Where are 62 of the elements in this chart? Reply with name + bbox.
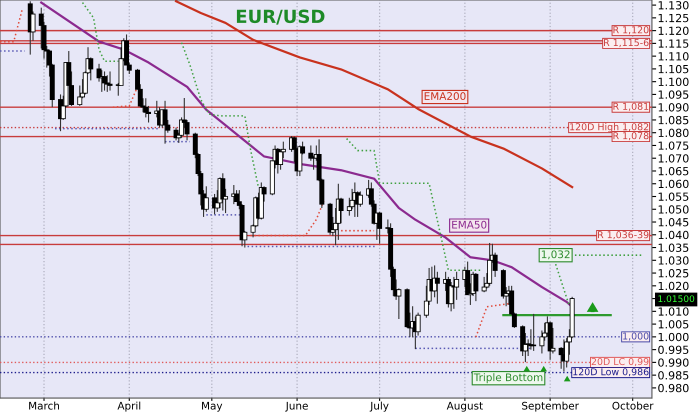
candlestick xyxy=(162,100,168,144)
y-tick-label: 1.005 xyxy=(658,320,688,328)
y-tick-label: 1.020 xyxy=(658,282,689,290)
y-tick-label: 0.985 xyxy=(658,371,688,380)
candlestick xyxy=(482,276,487,293)
y-tick-label: 1.060 xyxy=(658,180,689,188)
y-tick-label: 1.070 xyxy=(658,154,689,163)
annotation: Triple Bottom xyxy=(474,373,542,384)
y-tick-label: 0.990 xyxy=(658,358,689,367)
candlestick xyxy=(448,281,454,312)
ref-line-label: R 1,120 xyxy=(613,26,649,34)
ref-line-label: 20D LC 0,99 xyxy=(592,358,648,366)
candlestick xyxy=(377,211,382,244)
y-tick-label: 1.025 xyxy=(658,269,688,278)
ref-line-label: R 1,078 xyxy=(613,132,649,140)
x-tick-label: June xyxy=(285,402,308,412)
y-tick-label: 1.000 xyxy=(658,332,689,342)
series-label: EMA50 xyxy=(452,220,486,229)
y-tick-label: 1.120 xyxy=(658,26,689,36)
x-tick-label: October xyxy=(612,402,654,410)
chart-title: EUR/USD xyxy=(236,9,324,25)
ref-line-label: R 1,115-6 xyxy=(604,38,649,48)
y-tick-label: 1.090 xyxy=(658,103,689,112)
y-tick-label: 1.130 xyxy=(658,1,689,10)
annotation: 1,032 xyxy=(542,250,570,260)
y-tick-label: 1.105 xyxy=(658,64,688,74)
ref-line-label: 1,000 xyxy=(623,332,649,341)
y-tick-label: 1.035 xyxy=(658,244,688,252)
ref-line-label: R 1,036-39 xyxy=(598,231,648,240)
y-tick-label: 1.080 xyxy=(658,128,689,138)
x-tick-label: September xyxy=(522,402,579,412)
y-tick-label: 1.095 xyxy=(658,90,688,99)
y-tick-label: 0.980 xyxy=(658,384,689,392)
candlestick xyxy=(434,271,440,304)
y-tick-label: 1.045 xyxy=(658,218,688,226)
x-tick-label: March xyxy=(29,402,59,410)
y-tick-label: 1.055 xyxy=(658,192,688,201)
y-tick-label: 1.030 xyxy=(658,256,689,265)
series-label: EMA200 xyxy=(424,92,466,100)
y-tick-label: 1.050 xyxy=(658,205,689,214)
x-tick-label: May xyxy=(202,402,222,412)
y-tick-label: 1.040 xyxy=(658,230,689,240)
y-tick-label: 1.115 xyxy=(658,40,688,48)
ref-line-label: 120D Low 0,986 xyxy=(573,368,649,376)
y-tick-label: 1.01500 xyxy=(658,295,694,302)
x-tick-label: August xyxy=(446,402,483,412)
y-tick-label: 1.065 xyxy=(658,166,688,176)
x-tick-label: July xyxy=(370,402,389,412)
y-tick-label: 1.100 xyxy=(658,78,689,86)
y-tick-label: 0.995 xyxy=(658,346,688,354)
y-tick-label: 1.085 xyxy=(658,116,688,124)
ref-line-label: 120D High 1,082 xyxy=(570,123,648,132)
ref-line-label: R 1,081 xyxy=(613,102,648,111)
y-tick-label: 1.075 xyxy=(658,141,688,150)
candlestick xyxy=(104,74,110,92)
candlestick xyxy=(396,288,402,320)
candlestick xyxy=(204,186,209,212)
y-tick-label: 1.010 xyxy=(658,307,689,316)
candlestick xyxy=(358,190,363,208)
y-tick-label: 1.125 xyxy=(658,14,688,22)
y-tick-label: 1.110 xyxy=(658,52,689,61)
x-tick-label: April xyxy=(117,402,140,412)
